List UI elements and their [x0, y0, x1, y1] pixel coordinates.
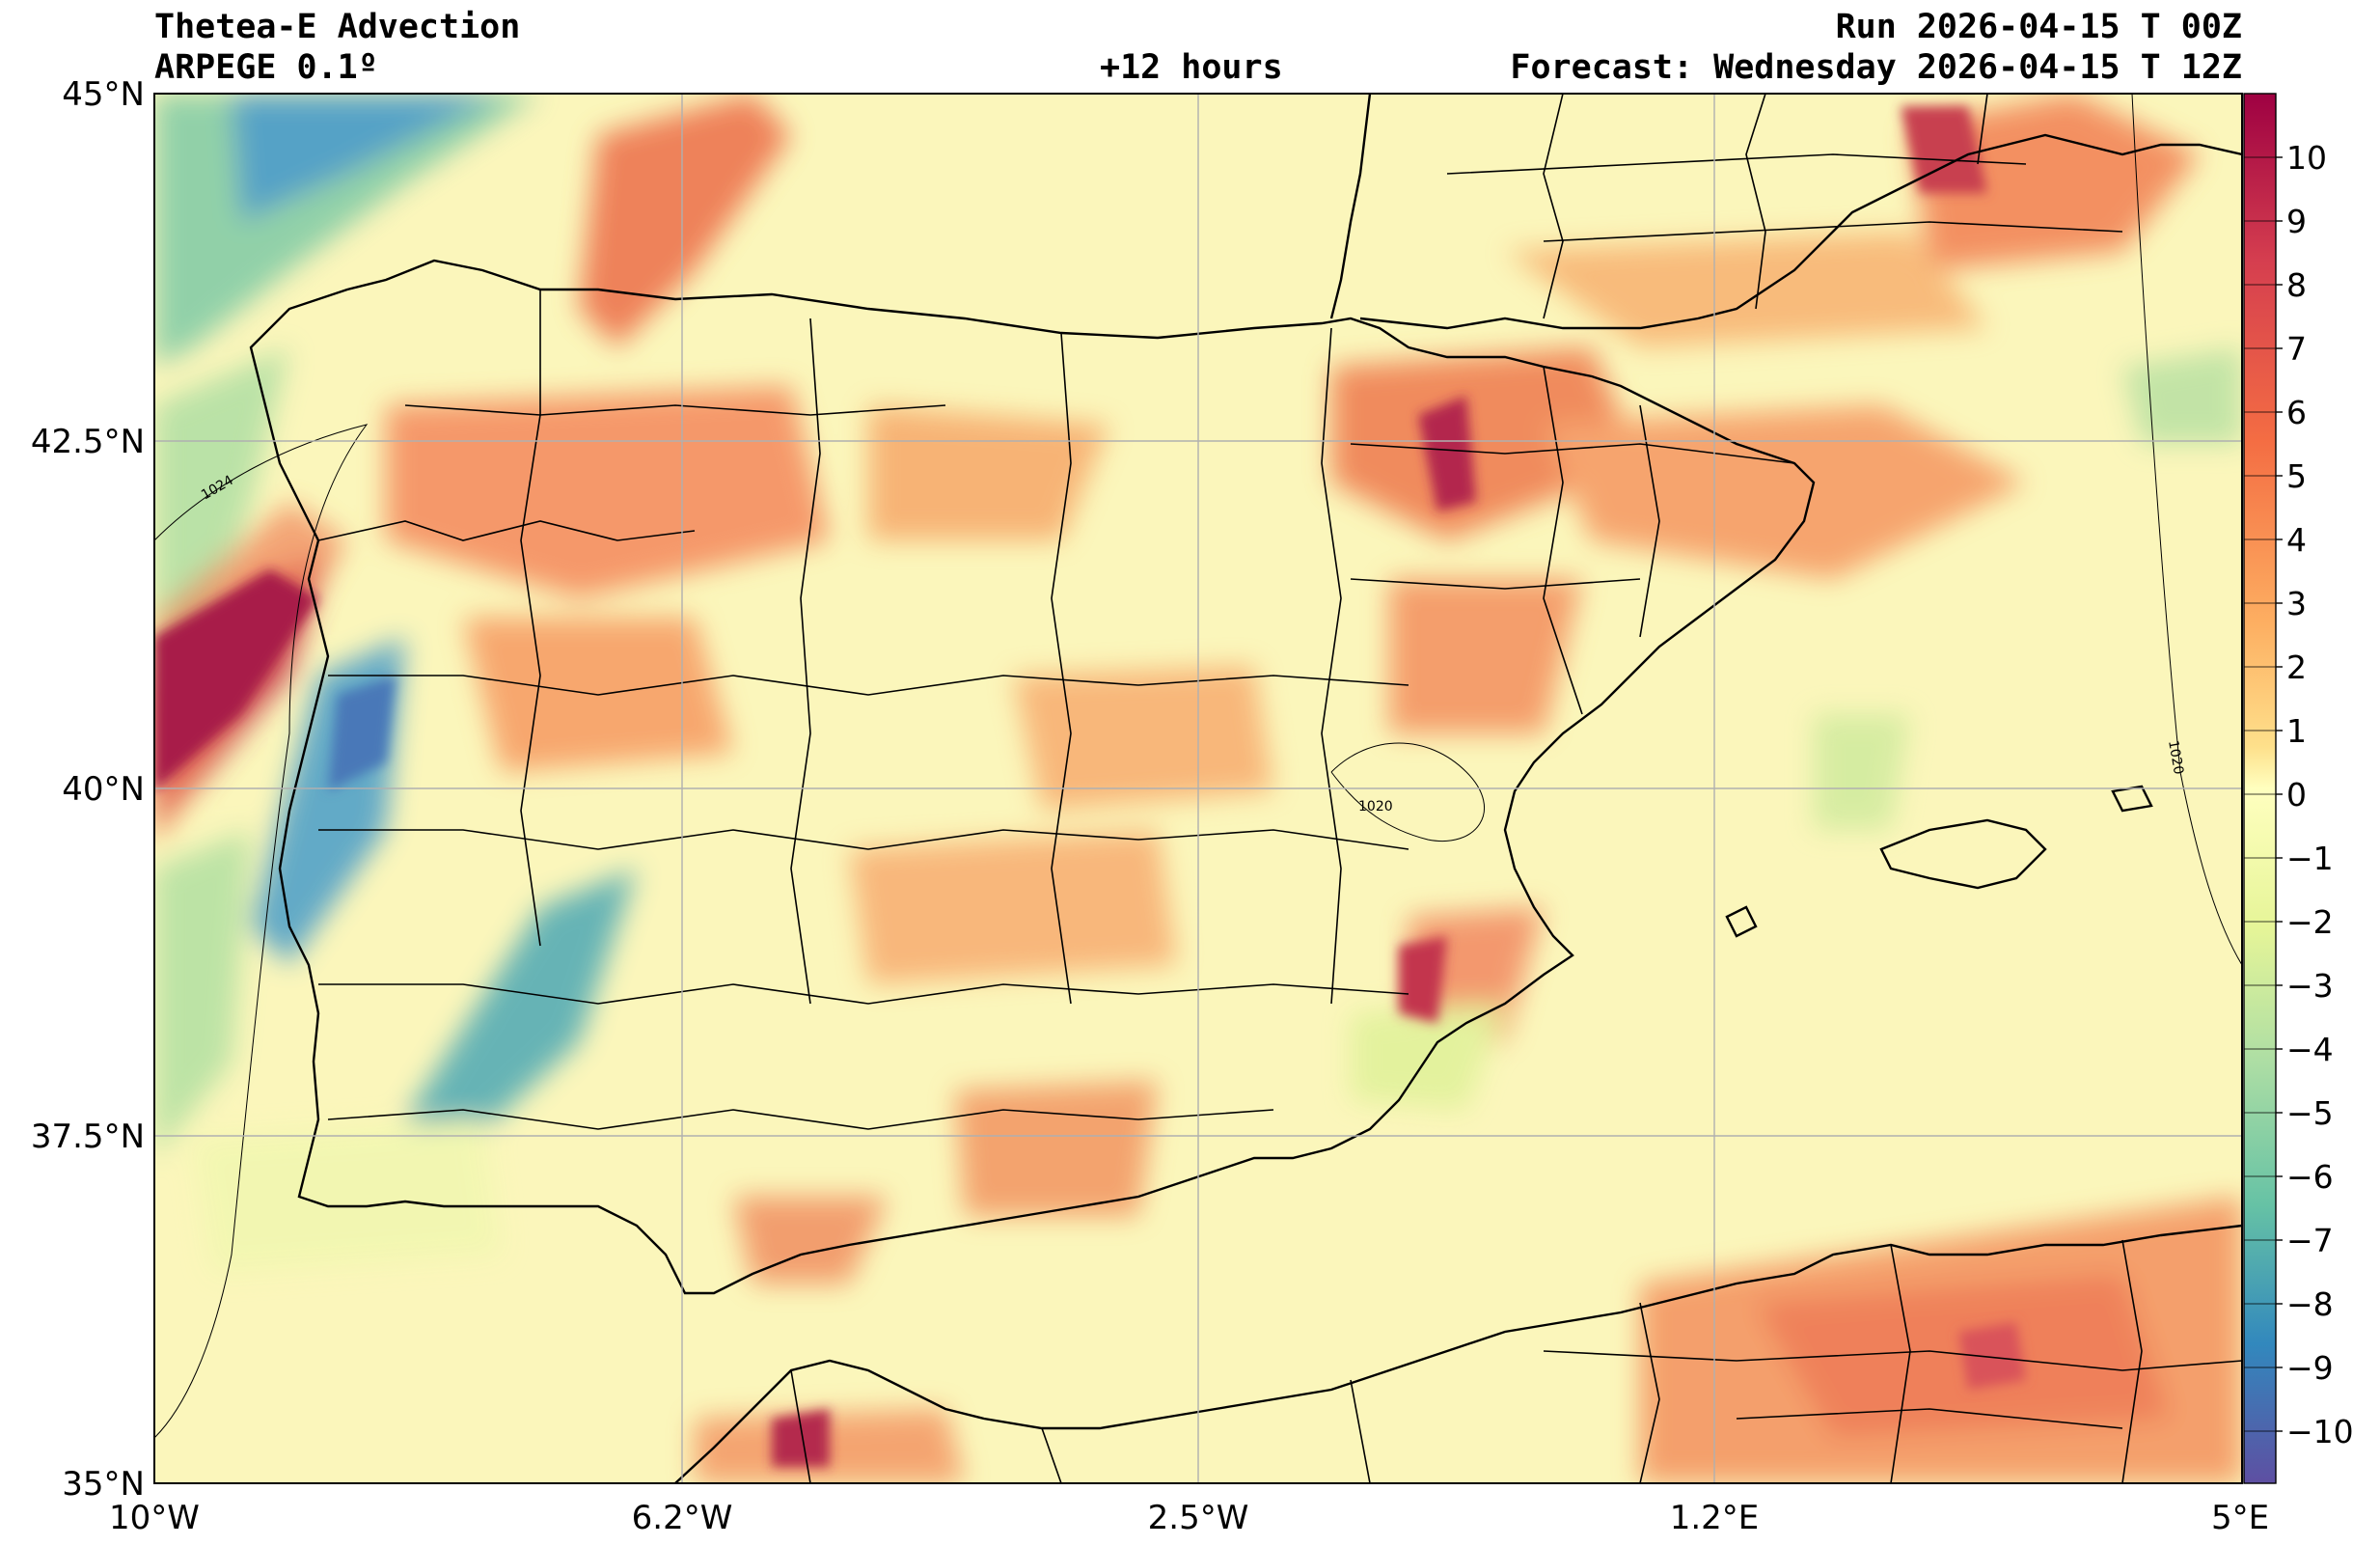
isobar-label-1020-b: 1020 — [2165, 739, 2186, 776]
colorbar-tick-label: 4 — [2286, 521, 2307, 559]
colorbar-tick-label: −4 — [2286, 1031, 2334, 1068]
colorbar-tick-label: −9 — [2286, 1349, 2334, 1387]
colorbar-ramp — [2243, 93, 2277, 1484]
colorbar-tick-label: −5 — [2286, 1094, 2334, 1132]
lat-label: 40°N — [62, 770, 145, 809]
colorbar-tick-label: −10 — [2286, 1413, 2354, 1450]
lat-label: 45°N — [62, 75, 145, 114]
colorbar-tick-label: −7 — [2286, 1222, 2334, 1259]
model-name: ARPEGE 0.1º — [154, 48, 378, 87]
lon-label: 2.5°W — [1148, 1499, 1249, 1537]
latitude-labels: 45°N 42.5°N 40°N 37.5°N 35°N — [31, 75, 145, 1504]
lat-label: 42.5°N — [31, 423, 145, 461]
colorbar-tick-label: 3 — [2286, 585, 2307, 622]
colorbar-tick-label: 8 — [2286, 266, 2307, 304]
colorbar-tick-label: −3 — [2286, 967, 2334, 1005]
colorbar-tick-label: 6 — [2286, 394, 2307, 431]
colorbar-tick-label: −2 — [2286, 903, 2334, 941]
coastlines — [249, 94, 2242, 1483]
colorbar-tick-label: 5 — [2286, 457, 2307, 495]
colorbar-tick-label: 10 — [2286, 139, 2327, 177]
lat-label: 35°N — [62, 1465, 145, 1504]
lon-label: 10°W — [109, 1499, 200, 1537]
colorbar-tick-label: 9 — [2286, 203, 2307, 240]
lon-label: 5°E — [2211, 1499, 2269, 1537]
colorbar-tick-label: 2 — [2286, 649, 2307, 686]
forecast-time: Forecast: Wednesday 2026-04-15 T 12Z — [1510, 48, 2242, 87]
lead-time: +12 hours — [1100, 48, 1283, 87]
map-frame — [153, 93, 2243, 1484]
colorbar-tick-label: −1 — [2286, 840, 2334, 877]
isobars — [154, 94, 2242, 1439]
lon-label: 1.2°E — [1670, 1499, 1760, 1537]
colorbar-tick-label: 0 — [2286, 776, 2307, 814]
isobar-label-1020-a: 1020 — [1358, 799, 1393, 814]
longitude-labels: 10°W 6.2°W 2.5°W 1.2°E 5°E — [109, 1499, 2269, 1537]
map-title: Thetea-E Advection — [154, 8, 521, 46]
run-time: Run 2026-04-15 T 00Z — [1835, 8, 2242, 46]
colorbar-tick-label: 1 — [2286, 712, 2307, 750]
colorbar-tick-label: 7 — [2286, 330, 2307, 368]
lon-label: 6.2°W — [632, 1499, 733, 1537]
colorbar-tick-label: −6 — [2286, 1158, 2334, 1196]
gridlines — [154, 94, 2242, 1483]
colorbar-tick-label: −8 — [2286, 1285, 2334, 1323]
lat-label: 37.5°N — [31, 1118, 145, 1156]
